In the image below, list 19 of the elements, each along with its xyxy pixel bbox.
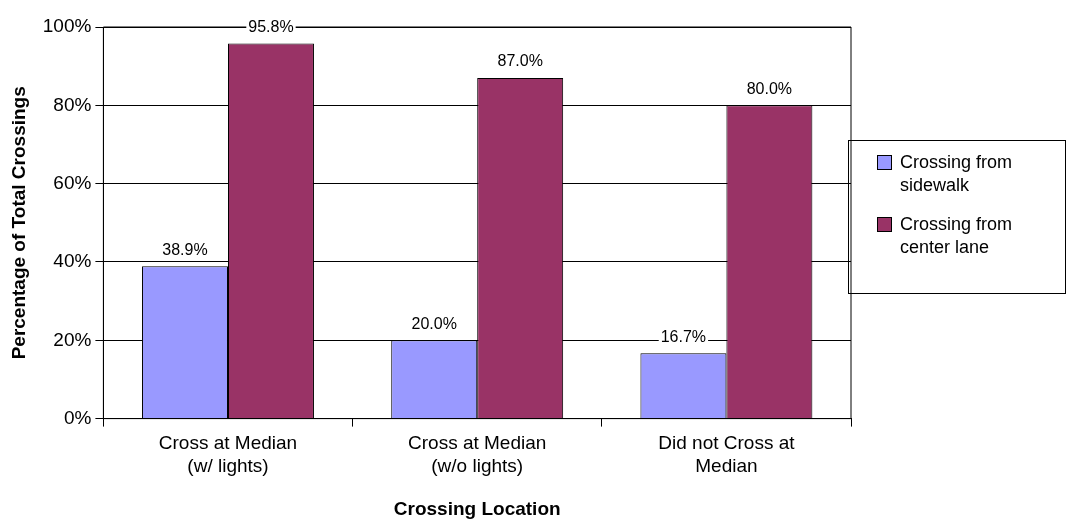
data-label: 38.9%	[162, 240, 208, 258]
data-label: 16.7%	[660, 327, 707, 345]
y-tick-label: 100%	[42, 15, 92, 37]
data-label: 20.0%	[411, 314, 457, 332]
y-tick-label: 0%	[63, 406, 92, 428]
y-tick-label: 80%	[53, 93, 92, 115]
x-tick-label: Did not Cross at Median	[658, 432, 796, 477]
data-label: 95.8%	[248, 17, 294, 35]
legend-label: Crossing from sidewalk	[900, 151, 1014, 197]
y-axis-title: Percentage of Total Crossings	[7, 86, 29, 360]
data-label: 80.0%	[746, 79, 793, 97]
x-axis-title: Crossing Location	[393, 497, 561, 519]
y-tick-label: 20%	[53, 328, 92, 350]
x-tick-label: Cross at Median (w/o lights)	[408, 432, 547, 477]
y-tick-label: 40%	[53, 250, 92, 272]
legend-label: Crossing from center lane	[900, 213, 1014, 259]
data-label: 87.0%	[497, 52, 543, 70]
y-tick-label: 60%	[53, 171, 92, 193]
x-tick-label: Cross at Median (w/ lights)	[158, 432, 298, 477]
